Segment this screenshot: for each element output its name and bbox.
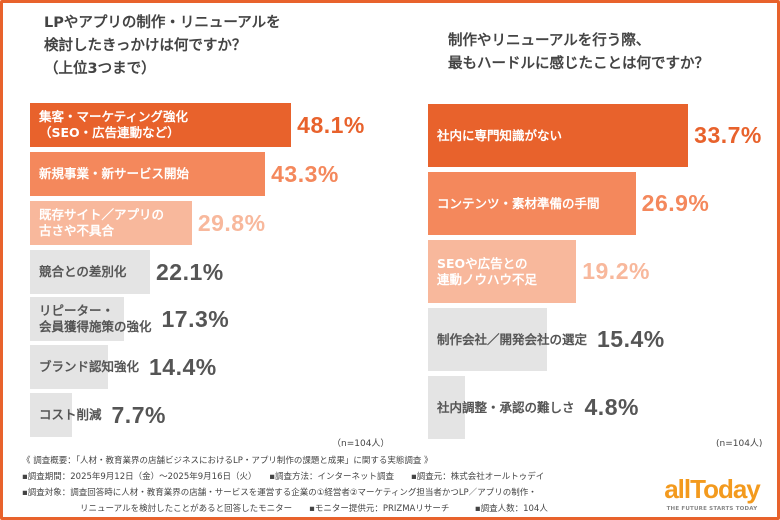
- bar-row: 新規事業・新サービス開始 43.3%: [30, 152, 339, 196]
- bar-row: コスト削減 7.7%: [30, 393, 166, 437]
- bar-row: 集客・マーケティング強化 （SEO・広告連動など） 48.1%: [30, 103, 365, 147]
- bar-label: 集客・マーケティング強化 （SEO・広告連動など）: [39, 109, 189, 140]
- bar: [30, 152, 266, 196]
- bar-label: リピーター・ 会員獲得施策の強化: [39, 303, 152, 334]
- bar: [30, 393, 72, 437]
- bar: [428, 376, 466, 439]
- value-label: 19.2%: [582, 258, 650, 284]
- logo-wordmark: allToday: [664, 474, 761, 504]
- value-label: 33.7%: [694, 122, 762, 148]
- bar-label: 制作会社／開発会社の選定: [437, 331, 588, 347]
- bar: [30, 103, 292, 147]
- left-chart-title: LPやアプリの制作・リニューアルを 検討したきっかけは何ですか？ （上位3つまで…: [44, 15, 281, 77]
- value-label: 29.8%: [197, 209, 266, 236]
- value-label: 22.1%: [156, 258, 224, 285]
- bar-label: 新規事業・新サービス開始: [39, 166, 190, 181]
- logo-tagline: THE FUTURE STARTS TODAY: [666, 506, 758, 512]
- right-chart-title: 制作やリニューアルを行う際、 最もハードルに感じたことは何ですか？: [448, 33, 709, 72]
- value-label: 48.1%: [297, 111, 365, 138]
- bar: [30, 345, 109, 389]
- bar: [30, 250, 150, 294]
- left-sample-size: （n=104人）: [332, 439, 390, 449]
- bar-label: ブランド認知強化: [39, 359, 140, 374]
- survey-period: ▪調査期間：2025年9月12日（金）～2025年9月16日（火） ▪調査方法：…: [22, 472, 545, 482]
- bar-label: コンテンツ・素材準備の手間: [437, 195, 600, 211]
- value-label: 14.4%: [149, 353, 217, 380]
- survey-target-cont: リニューアルを検討したことがあると回答したモニター ▪モニター提供元：PRIZM…: [80, 504, 548, 514]
- bar-label: SEOや広告との 連動ノウハウ不足: [437, 255, 538, 287]
- survey-summary: 《 調査概要：「人材・教育業界の店舗ビジネスにおけるLP・アプリ制作の課題と成果…: [22, 456, 433, 466]
- bar-row: 社内に専門知識がない 33.7%: [428, 104, 762, 167]
- bar-row: 競合との差別化 22.1%: [30, 250, 224, 294]
- survey-target: ▪調査対象：調査回答時に人材・教育業界の店舗・サービスを運営する企業の①経営者②…: [22, 488, 537, 498]
- value-label: 4.8%: [584, 394, 639, 420]
- alltoday-logo: allToday THE FUTURE STARTS TODAY: [656, 474, 768, 513]
- bar-row: 既存サイト／アプリの 古さや不具合 29.8%: [30, 201, 266, 245]
- value-label: 7.7%: [111, 401, 166, 428]
- bar-label: 競合との差別化: [39, 264, 127, 279]
- bar-row: SEOや広告との 連動ノウハウ不足 19.2%: [428, 240, 650, 303]
- bar: [428, 308, 547, 371]
- bar-label: コスト削減: [39, 407, 102, 422]
- bar-row: 社内調整・承認の難しさ 4.8%: [428, 376, 639, 439]
- value-label: 43.3%: [271, 160, 339, 187]
- bar-row: コンテンツ・素材準備の手間 26.9%: [428, 172, 709, 235]
- bar: [30, 297, 124, 341]
- value-label: 26.9%: [641, 190, 710, 216]
- bar: [30, 201, 192, 245]
- bar: [428, 172, 636, 235]
- bar-row: リピーター・ 会員獲得施策の強化 17.3%: [30, 297, 229, 341]
- bar-label: 既存サイト／アプリの 古さや不具合: [39, 207, 165, 238]
- bar: [428, 104, 689, 167]
- right-sample-size: (n=104人): [716, 439, 763, 449]
- value-label: 15.4%: [597, 326, 665, 352]
- bar-label: 社内調整・承認の難しさ: [437, 399, 575, 415]
- bar: [428, 240, 577, 303]
- value-label: 17.3%: [161, 305, 230, 332]
- bar-row: 制作会社／開発会社の選定 15.4%: [428, 308, 665, 371]
- bar-label: 社内に専門知識がない: [437, 127, 563, 143]
- bar-row: ブランド認知強化 14.4%: [30, 345, 217, 389]
